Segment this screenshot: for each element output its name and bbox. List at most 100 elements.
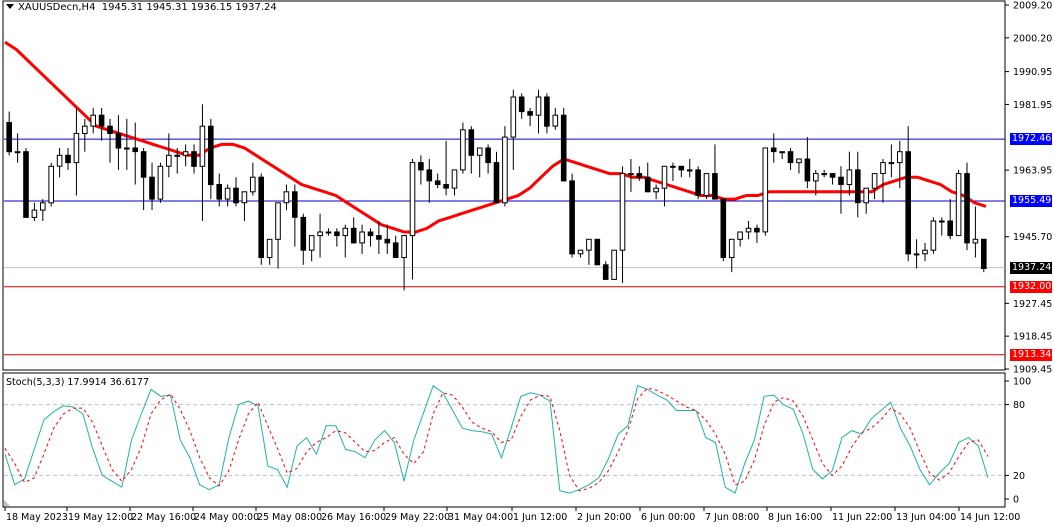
candle <box>82 118 88 152</box>
candle <box>233 177 239 207</box>
candle <box>468 126 475 174</box>
candle <box>552 107 559 130</box>
candle <box>426 158 433 203</box>
time-tick-label: 13 Jun 04:00 <box>896 512 956 523</box>
candle <box>779 151 785 159</box>
candle <box>863 187 870 214</box>
price-tick-label: 1963.95 <box>1013 166 1052 177</box>
pivot-level-tag: 1955.49 <box>1010 194 1052 207</box>
candle <box>955 169 962 237</box>
candle <box>493 151 500 204</box>
candle <box>342 224 349 258</box>
candle <box>686 158 693 178</box>
candle <box>804 137 811 189</box>
candle <box>535 89 542 134</box>
candle <box>6 111 12 156</box>
stoch-tick-label: 100 <box>1013 377 1031 388</box>
price-axis[interactable]: 2009.20 2000.20 1990.95 1981.95 1963.95 1945.… <box>1005 1 1052 376</box>
candle <box>661 165 668 207</box>
resistance-level-tag: 1972.46 <box>1010 133 1052 146</box>
time-tick-label: 26 May 16:00 <box>321 512 386 523</box>
time-tick-label: 6 Jun 00:00 <box>641 512 695 523</box>
time-tick-label: 2 Jun 20:00 <box>577 512 631 523</box>
price-tick-label: 1927.45 <box>1013 299 1052 310</box>
candle <box>350 217 357 244</box>
stochastic-axis: 100 80 20 0 <box>1005 377 1031 506</box>
candle <box>644 162 651 193</box>
stochastic-panel[interactable] <box>2 372 1006 508</box>
price-tick-label: 1918.45 <box>1013 332 1052 343</box>
price-tick-label: 1909.45 <box>1013 365 1052 376</box>
candle <box>796 158 802 174</box>
candle <box>56 148 63 178</box>
candle <box>636 166 643 181</box>
candle <box>981 238 987 273</box>
candle <box>586 238 592 265</box>
candle <box>132 122 138 185</box>
candle <box>594 238 601 266</box>
candle <box>401 235 407 291</box>
candle <box>14 133 21 163</box>
candle <box>149 162 155 211</box>
candle <box>813 169 819 196</box>
candle <box>678 165 685 178</box>
candle <box>300 213 307 265</box>
candle <box>762 147 769 236</box>
candle <box>972 206 979 258</box>
stochastic-header: Stoch(5,3,3) 17.9914 36.6177 <box>6 377 150 388</box>
candle <box>48 162 55 207</box>
time-tick-label: 1 Jun 12:00 <box>513 512 567 523</box>
stoch-signal-line <box>4 387 989 492</box>
candle <box>140 148 147 211</box>
time-tick-label: 22 May 16:00 <box>131 512 196 523</box>
candle <box>922 242 928 262</box>
candle <box>628 158 634 192</box>
time-tick-label: 7 Jun 08:00 <box>705 512 759 523</box>
candle <box>720 198 727 262</box>
candle <box>157 162 164 203</box>
candle <box>888 144 895 178</box>
current-price-tag: 1937.24 <box>1010 261 1052 274</box>
candle <box>384 224 391 254</box>
candle <box>745 221 752 240</box>
candle <box>880 158 886 203</box>
candle <box>695 166 701 200</box>
time-tick-label: 11 Jun 22:00 <box>832 512 892 523</box>
candle <box>182 144 189 167</box>
time-tick-label: 31 May 04:00 <box>448 512 513 523</box>
candle <box>224 184 231 207</box>
stoch-tick-label: 20 <box>1013 471 1025 482</box>
candle <box>770 133 777 163</box>
candle <box>905 126 912 262</box>
candle <box>334 228 340 247</box>
candle <box>31 202 38 222</box>
ohlc-values: 1945.31 1945.31 1936.15 1937.24 <box>101 2 277 13</box>
candle <box>98 107 105 141</box>
candle <box>107 118 113 163</box>
chart-header: XAUUSDecn,H4 1945.31 1945.31 1936.15 193… <box>6 2 277 13</box>
candle <box>871 173 878 200</box>
candle <box>476 147 483 178</box>
candle <box>292 184 298 247</box>
candle <box>712 144 718 200</box>
dropdown-triangle-icon[interactable] <box>6 4 14 9</box>
candle <box>434 173 441 189</box>
candle <box>485 144 491 174</box>
candle <box>829 173 836 185</box>
candle <box>611 249 617 280</box>
candle <box>460 122 466 174</box>
candle <box>199 104 206 222</box>
candle <box>913 239 920 269</box>
stoch-tick-label: 80 <box>1013 400 1025 411</box>
price-tick-label: 2000.20 <box>1013 33 1052 44</box>
candle <box>174 148 180 174</box>
candle <box>258 173 264 265</box>
time-tick-label: 8 Jun 16:00 <box>768 512 822 523</box>
candle <box>510 89 517 170</box>
candle <box>653 184 659 200</box>
candle <box>359 224 365 254</box>
candle <box>728 238 735 273</box>
candle <box>40 199 46 222</box>
